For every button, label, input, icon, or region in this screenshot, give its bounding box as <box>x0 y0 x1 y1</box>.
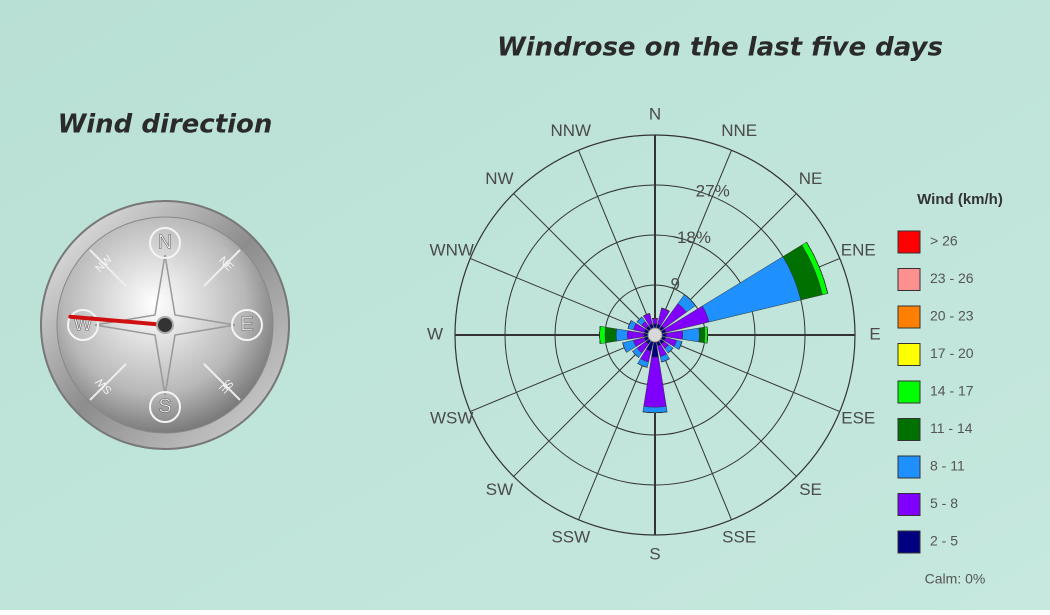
direction-label: W <box>427 324 443 343</box>
legend-swatch <box>898 231 920 253</box>
legend-swatch <box>898 494 920 516</box>
compass-label: S <box>158 395 171 417</box>
compass-label: N <box>158 231 172 253</box>
direction-label: N <box>649 104 661 123</box>
legend-label: 14 - 17 <box>930 383 974 399</box>
legend-swatch <box>898 269 920 291</box>
legend-swatch <box>898 344 920 366</box>
wind-segment <box>605 327 617 343</box>
chart-title: Windrose on the last five days <box>497 33 943 63</box>
direction-label: NW <box>485 169 513 188</box>
calm-label: Calm: 0% <box>925 571 986 587</box>
calm-circle <box>648 328 662 342</box>
direction-label: ENE <box>841 240 876 259</box>
legend-label: 20 - 23 <box>930 308 974 324</box>
legend-swatch <box>898 456 920 478</box>
compass-label: E <box>240 313 253 335</box>
compass-hub <box>157 317 173 333</box>
legend-title: Wind (km/h) <box>917 191 1003 208</box>
wind-segment <box>652 318 657 324</box>
direction-label: SW <box>486 480 513 499</box>
ring-label: 9 <box>670 274 679 293</box>
legend-label: 23 - 26 <box>930 270 974 286</box>
direction-label: NNE <box>721 121 757 140</box>
wind-segment <box>599 326 605 343</box>
legend-label: 11 - 14 <box>930 420 973 436</box>
direction-label: WNW <box>430 240 474 259</box>
ring-label: 18% <box>677 228 711 247</box>
direction-label: WSW <box>430 409 473 428</box>
ring-label: 27% <box>696 182 730 201</box>
direction-label: SE <box>799 480 822 499</box>
direction-label: SSE <box>722 528 756 547</box>
wind-segment <box>643 406 667 412</box>
legend-label: 2 - 5 <box>930 533 958 549</box>
panel-title: Wind direction <box>58 110 273 140</box>
legend-label: 8 - 11 <box>930 458 965 474</box>
legend-label: 5 - 8 <box>930 495 958 511</box>
direction-label: S <box>649 544 660 563</box>
direction-label: E <box>869 324 880 343</box>
wind-segment <box>682 328 699 342</box>
legend-swatch <box>898 306 920 328</box>
legend-swatch <box>898 381 920 403</box>
direction-label: ESE <box>841 409 875 428</box>
direction-label: NNW <box>551 121 592 140</box>
legend-swatch <box>898 419 920 441</box>
direction-label: SSW <box>551 528 590 547</box>
direction-label: NE <box>799 169 823 188</box>
legend-swatch <box>898 531 920 553</box>
legend-label: 17 - 20 <box>930 345 974 361</box>
legend-label: > 26 <box>930 233 958 249</box>
wind-segment <box>616 329 627 341</box>
wind-segment <box>699 327 705 343</box>
